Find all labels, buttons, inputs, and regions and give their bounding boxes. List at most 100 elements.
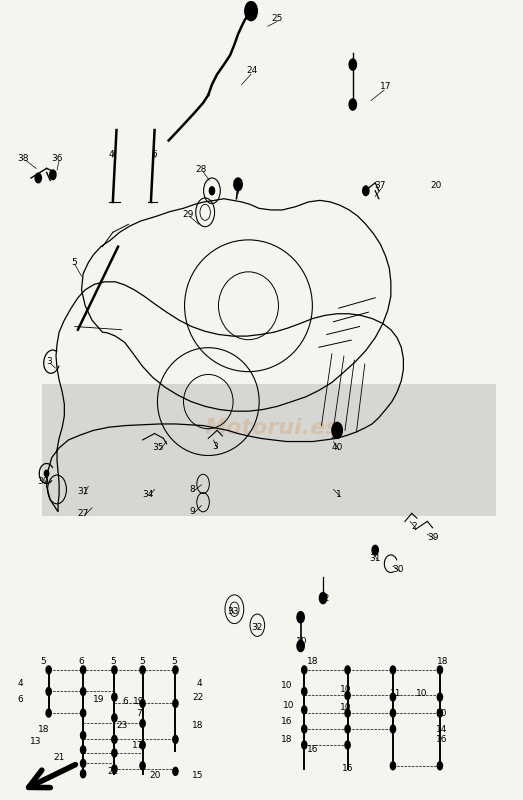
Text: 39: 39 — [427, 533, 438, 542]
Text: 4: 4 — [196, 679, 202, 688]
Text: 18: 18 — [437, 658, 449, 666]
Text: 36: 36 — [51, 154, 63, 163]
Text: 8: 8 — [190, 485, 196, 494]
Circle shape — [44, 470, 49, 477]
Circle shape — [140, 741, 145, 749]
Text: 27: 27 — [77, 509, 89, 518]
Text: 4: 4 — [108, 150, 114, 158]
Text: 10: 10 — [436, 709, 447, 718]
Text: 37: 37 — [374, 182, 386, 190]
Text: 10: 10 — [416, 690, 428, 698]
Circle shape — [140, 762, 145, 770]
Circle shape — [302, 666, 307, 674]
Circle shape — [349, 99, 357, 110]
Circle shape — [302, 741, 307, 749]
Text: 10: 10 — [297, 637, 308, 646]
Circle shape — [297, 640, 304, 651]
Text: 18: 18 — [281, 735, 292, 744]
Circle shape — [302, 725, 307, 733]
Text: 15: 15 — [192, 771, 203, 780]
Text: 3: 3 — [46, 357, 52, 366]
Circle shape — [50, 170, 56, 179]
Text: 26: 26 — [232, 180, 244, 189]
Circle shape — [46, 709, 51, 717]
Circle shape — [302, 706, 307, 714]
Circle shape — [35, 173, 41, 182]
Text: 16: 16 — [281, 717, 292, 726]
Text: 6: 6 — [122, 698, 128, 706]
Text: 28: 28 — [196, 166, 207, 174]
Text: 18: 18 — [38, 725, 49, 734]
Circle shape — [437, 693, 442, 701]
Circle shape — [390, 762, 395, 770]
Text: 14: 14 — [436, 725, 447, 734]
Text: 11: 11 — [390, 690, 402, 698]
Text: 31: 31 — [369, 554, 381, 562]
Text: 30: 30 — [392, 565, 404, 574]
Circle shape — [140, 699, 145, 707]
Text: 19: 19 — [133, 698, 145, 706]
Circle shape — [173, 767, 178, 775]
Text: 23: 23 — [116, 722, 128, 730]
Circle shape — [81, 709, 86, 717]
Text: 6: 6 — [18, 695, 24, 704]
Circle shape — [209, 186, 214, 194]
Circle shape — [345, 741, 350, 749]
Text: 31: 31 — [77, 487, 89, 496]
Circle shape — [112, 693, 117, 701]
Text: 6: 6 — [78, 658, 84, 666]
Circle shape — [332, 422, 343, 438]
Circle shape — [437, 762, 442, 770]
Text: 5: 5 — [110, 658, 116, 666]
Circle shape — [140, 719, 145, 727]
Circle shape — [112, 765, 117, 773]
Text: 32: 32 — [252, 623, 263, 632]
Circle shape — [345, 666, 350, 674]
Text: 29: 29 — [183, 210, 194, 219]
Text: 10: 10 — [340, 703, 352, 712]
Text: 5: 5 — [171, 658, 177, 666]
Text: 19: 19 — [93, 695, 105, 704]
Text: 10: 10 — [283, 701, 294, 710]
Text: 18: 18 — [192, 722, 203, 730]
Text: 30: 30 — [38, 477, 49, 486]
Circle shape — [46, 687, 51, 695]
Circle shape — [437, 666, 442, 674]
Text: 22: 22 — [107, 767, 119, 776]
Circle shape — [437, 709, 442, 717]
Text: 2: 2 — [411, 522, 417, 530]
Circle shape — [234, 178, 242, 190]
Circle shape — [372, 546, 378, 555]
Circle shape — [112, 735, 117, 743]
Text: 38: 38 — [17, 154, 28, 163]
Circle shape — [81, 770, 86, 778]
Circle shape — [81, 746, 86, 754]
Text: 5: 5 — [41, 658, 47, 666]
Text: 25: 25 — [271, 14, 283, 22]
Circle shape — [112, 749, 117, 757]
Text: 10: 10 — [340, 685, 352, 694]
Text: 17: 17 — [132, 741, 143, 750]
Circle shape — [173, 666, 178, 674]
Text: 20: 20 — [430, 182, 442, 190]
Circle shape — [362, 186, 369, 195]
Text: 34: 34 — [142, 490, 153, 498]
Circle shape — [345, 691, 350, 699]
Text: 1: 1 — [336, 490, 342, 498]
Text: 35: 35 — [153, 443, 164, 453]
Circle shape — [81, 687, 86, 695]
Text: 5: 5 — [71, 258, 76, 267]
Text: 13: 13 — [30, 738, 42, 746]
Circle shape — [390, 709, 395, 717]
Circle shape — [112, 714, 117, 722]
Circle shape — [112, 666, 117, 674]
Circle shape — [320, 593, 327, 604]
Text: 4: 4 — [18, 679, 24, 688]
Text: 6: 6 — [152, 150, 157, 158]
Text: Motorui.es: Motorui.es — [204, 418, 339, 438]
Text: 22: 22 — [192, 693, 203, 702]
Circle shape — [390, 725, 395, 733]
Text: 5: 5 — [140, 658, 145, 666]
Circle shape — [302, 687, 307, 695]
Circle shape — [81, 759, 86, 767]
